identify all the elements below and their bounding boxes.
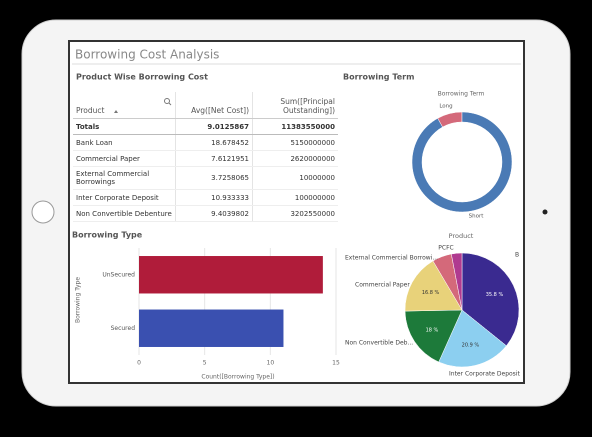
column-header[interactable]: Product bbox=[73, 92, 176, 119]
cell: Inter Corporate Deposit bbox=[73, 189, 176, 206]
category-label: Short bbox=[469, 214, 485, 220]
table-row[interactable]: Inter Corporate Deposit 10.933333 10000000… bbox=[73, 189, 338, 206]
table-row[interactable]: Non Convertible Debenture 9.4039802 320255… bbox=[73, 205, 338, 222]
cell: 10.933333 bbox=[175, 189, 253, 206]
cell: 18.678452 bbox=[175, 134, 253, 151]
category-label: Non Convertible Deb... bbox=[345, 340, 413, 347]
cell: Non Convertible Debenture bbox=[73, 205, 176, 222]
pie-slice bbox=[404, 260, 463, 312]
cell: 2620000000 bbox=[252, 150, 338, 167]
cell: 3.7258065 bbox=[175, 166, 253, 190]
pie-slice bbox=[461, 252, 520, 347]
x-tick-label: 0 bbox=[137, 360, 141, 367]
panel-title: Borrowing Term bbox=[343, 73, 414, 82]
totals-row: Totals 9.0125867 11383550000 bbox=[73, 118, 338, 135]
x-tick-label: 10 bbox=[267, 360, 275, 367]
camera bbox=[542, 209, 548, 215]
table-title: Product Wise Borrowing Cost bbox=[76, 73, 208, 82]
cell: Commercial Paper bbox=[73, 150, 176, 167]
table-row[interactable]: Commercial Paper 7.6121951 2620000000 bbox=[73, 150, 338, 167]
cell: Totals bbox=[73, 118, 176, 135]
chart-title: Product bbox=[449, 232, 474, 240]
cell: 9.4039802 bbox=[175, 205, 253, 222]
cell: 7.6121951 bbox=[175, 150, 253, 167]
table-row[interactable]: Bank Loan 18.678452 5150000000 bbox=[73, 134, 338, 151]
panel-title: Borrowing Type bbox=[72, 231, 143, 240]
cell: 10000000 bbox=[252, 166, 338, 190]
cell: External Commercial Borrowings bbox=[73, 166, 176, 190]
cell: 9.0125867 bbox=[175, 118, 253, 135]
cell: Bank Loan bbox=[73, 134, 176, 151]
cell: 11383550000 bbox=[252, 118, 338, 135]
value-label: 91% bbox=[462, 187, 474, 193]
category-label: PCFC bbox=[438, 245, 453, 252]
column-header[interactable]: Sum([Principal Outstanding]) bbox=[252, 92, 338, 119]
donut-slice bbox=[411, 111, 513, 213]
value-label: 8% bbox=[451, 129, 460, 135]
cell: 100000000 bbox=[252, 189, 338, 206]
value-label: 16.8 % bbox=[422, 290, 440, 296]
category-label: External Commercial Borrowi... bbox=[345, 255, 438, 262]
bar bbox=[139, 309, 284, 347]
pie-slice bbox=[404, 309, 463, 363]
cell: 3202550000 bbox=[252, 205, 338, 222]
column-header[interactable]: Avg([Net Cost]) bbox=[175, 92, 253, 119]
value-label: 18 % bbox=[426, 327, 439, 333]
y-tick-label: UnSecured bbox=[102, 271, 135, 278]
cell: 5150000000 bbox=[252, 134, 338, 151]
home-button[interactable] bbox=[31, 200, 55, 224]
category-label: Inter Corporate Deposit bbox=[449, 371, 520, 378]
header-row: Product Avg([Net Cost]) Sum([Principal O… bbox=[73, 92, 338, 119]
category-label: Long bbox=[439, 104, 452, 110]
x-tick-label: 5 bbox=[203, 360, 207, 367]
pie-slice bbox=[451, 252, 463, 311]
y-tick-label: Secured bbox=[111, 325, 136, 332]
value-label: 20.9 % bbox=[462, 343, 480, 349]
value-label: 35.8 % bbox=[486, 292, 504, 298]
x-tick-label: 15 bbox=[332, 360, 340, 367]
data-table: Product Avg([Net Cost]) Sum([Principal O… bbox=[73, 92, 338, 222]
x-axis-title: Count([Borrowing Type]) bbox=[201, 374, 274, 381]
chart-title: Borrowing Term bbox=[438, 91, 485, 98]
category-label: B bbox=[515, 252, 519, 259]
y-axis-title: Borrowing Type bbox=[75, 277, 82, 323]
table-row[interactable]: External Commercial Borrowings 3.7258065 1… bbox=[73, 166, 338, 190]
dashboard-title: Borrowing Cost Analysis bbox=[75, 48, 219, 62]
bar bbox=[139, 256, 323, 294]
category-label: Commercial Paper bbox=[355, 282, 410, 289]
